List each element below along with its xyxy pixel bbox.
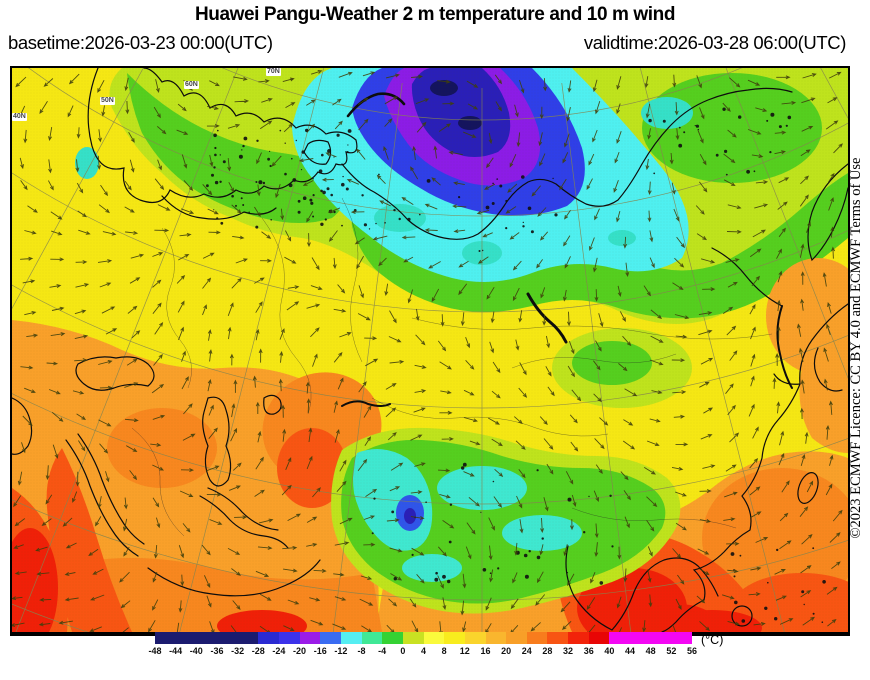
colorbar-cell (320, 632, 341, 644)
latitude-label: 60N (184, 81, 199, 89)
colorbar-tick: 8 (441, 646, 447, 656)
colorbar-cell (547, 632, 569, 644)
colorbar-tick: -44 (169, 646, 183, 656)
colorbar-tick: 40 (604, 646, 615, 656)
colorbar-cell (588, 632, 610, 644)
temperature-wind-map (12, 68, 848, 632)
colorbar-cell (568, 632, 589, 644)
colorbar-tick: -28 (251, 646, 265, 656)
colorbar-tick: 16 (480, 646, 491, 656)
colorbar-cell (630, 632, 651, 644)
colorbar-tick: -48 (148, 646, 162, 656)
colorbar-cell (671, 632, 693, 644)
latitude-label: 40N (12, 113, 27, 121)
colorbar-cell (382, 632, 403, 644)
colorbar-cell (526, 632, 548, 644)
temperature-colorbar (155, 632, 693, 644)
colorbar-tick: 32 (563, 646, 574, 656)
colorbar-tick: -40 (189, 646, 203, 656)
graticule-lines (12, 68, 848, 632)
colorbar-cell (650, 632, 672, 644)
colorbar-cell (196, 632, 217, 644)
colorbar-tick: -32 (231, 646, 245, 656)
latitude-label: 70N (266, 68, 281, 76)
colorbar-cell (258, 632, 279, 644)
colorbar-tick: -12 (334, 646, 348, 656)
colorbar-tick: 12 (459, 646, 470, 656)
page-title: Huawei Pangu-Weather 2 m temperature and… (194, 4, 676, 25)
colorbar-cell (340, 632, 362, 644)
weather-map: 40N 50N 60N 70N (10, 66, 850, 636)
colorbar-cell (278, 632, 300, 644)
colorbar-tick: 36 (583, 646, 594, 656)
colorbar-cell (464, 632, 486, 644)
wind-arrows (12, 70, 843, 632)
colorbar-tick: 4 (420, 646, 427, 656)
colorbar-tick: 0 (400, 646, 406, 656)
colorbar-tick: 48 (645, 646, 656, 656)
colorbar-tick: -4 (378, 646, 387, 656)
ecmwf-licence-text: ©2023 ECMWF Licence: CC BY 4.0 and ECMWF… (848, 157, 864, 539)
lake-island-specks (206, 107, 826, 623)
colorbar-cell (506, 632, 527, 644)
colorbar-unit-label: (°C) (701, 633, 724, 647)
colorbar-tick: 44 (625, 646, 636, 656)
colorbar-tick: -20 (293, 646, 307, 656)
colorbar-tick: -24 (272, 646, 286, 656)
colorbar-cell (155, 632, 176, 644)
colorbar-cell (361, 632, 383, 644)
validtime-label: validtime:2026-03-28 06:00(UTC) (583, 32, 847, 53)
colorbar-tick: 56 (686, 646, 698, 656)
colorbar-tick: 52 (666, 646, 677, 656)
colorbar-tick: -16 (313, 646, 327, 656)
country-borders (131, 197, 773, 537)
colorbar-tick: 28 (542, 646, 553, 656)
colorbar-tick: -36 (210, 646, 224, 656)
colorbar-cell (485, 632, 507, 644)
colorbar-tick: 20 (501, 646, 512, 656)
colorbar-tick: -8 (357, 646, 366, 656)
colorbar-cell (444, 632, 465, 644)
coastlines (12, 68, 848, 632)
colorbar-cell (609, 632, 631, 644)
colorbar-cell (216, 632, 238, 644)
colorbar-cell (237, 632, 259, 644)
colorbar-cell (402, 632, 424, 644)
colorbar-cell (423, 632, 445, 644)
time-header: basetime:2026-03-23 00:00(UTC) validtime… (0, 32, 870, 54)
colorbar-cell (175, 632, 197, 644)
basetime-label: basetime:2026-03-23 00:00(UTC) (8, 32, 273, 53)
colorbar-tick: 24 (521, 646, 532, 656)
latitude-label: 50N (100, 97, 115, 105)
colorbar-cell (299, 632, 321, 644)
colorbar-tick-labels: -48 -44 -40 -36 -32 -28 -24 -20 -16 -12 -8 -4 0 4 8 12 1… (148, 646, 697, 658)
